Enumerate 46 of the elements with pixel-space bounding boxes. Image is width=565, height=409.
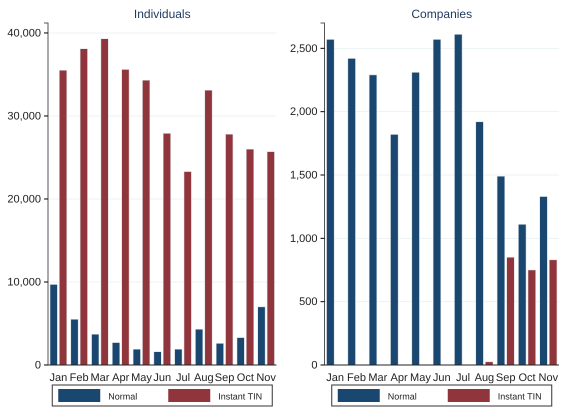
bar <box>390 134 398 366</box>
y-tick-label: 40,000 <box>7 27 41 40</box>
x-tick-label: Feb <box>346 372 366 384</box>
bar <box>348 58 356 366</box>
x-tick-label: Mar <box>368 372 388 384</box>
x-tick-label: Jan <box>50 372 68 384</box>
legend-label: Normal <box>108 392 138 402</box>
y-tick-label: 500 <box>299 296 318 308</box>
y-tick-label: 2,500 <box>290 42 318 55</box>
y-tick-label: 1,000 <box>290 232 318 245</box>
x-tick-label: Jun <box>432 372 451 384</box>
bar <box>326 39 334 366</box>
x-tick-label: Oct <box>518 372 536 384</box>
x-tick-label: Aug <box>474 372 494 384</box>
x-tick-label: Apr <box>112 372 130 384</box>
y-tick-label: 1,500 <box>290 170 318 182</box>
bar <box>432 39 441 366</box>
x-tick-label: May <box>131 372 152 384</box>
x-tick-label: Jul <box>456 372 470 384</box>
x-tick-label: Nov <box>256 372 276 384</box>
y-tick-label: 10,000 <box>7 276 41 289</box>
x-tick-label: May <box>410 372 432 384</box>
y-tick-label: 0 <box>34 360 41 372</box>
legend-label: Instant TIN <box>218 392 262 402</box>
x-tick-label: Oct <box>236 372 254 384</box>
legend-label: Instant TIN <box>498 392 542 402</box>
chart-title: Individuals <box>134 7 191 21</box>
x-tick-label: Aug <box>194 372 214 384</box>
chart-title: Companies <box>411 7 472 21</box>
y-tick-label: 20,000 <box>7 194 41 206</box>
y-tick-label: 2,000 <box>290 106 318 118</box>
x-tick-label: Mar <box>90 372 110 384</box>
x-tick-label: Sep <box>214 372 234 384</box>
y-tick-label: 30,000 <box>7 110 41 122</box>
bar <box>412 72 420 366</box>
x-tick-label: Sep <box>496 372 516 384</box>
x-tick-label: Jul <box>176 372 190 384</box>
y-tick-label: 0 <box>311 360 318 372</box>
x-tick-label: Jan <box>326 372 344 384</box>
x-tick-label: Apr <box>390 372 408 384</box>
x-tick-label: Nov <box>538 372 559 384</box>
bar <box>454 34 462 366</box>
x-tick-label: Jun <box>153 372 172 384</box>
bar <box>368 74 378 366</box>
legend-label: Normal <box>388 392 417 402</box>
x-tick-label: Feb <box>70 372 89 384</box>
